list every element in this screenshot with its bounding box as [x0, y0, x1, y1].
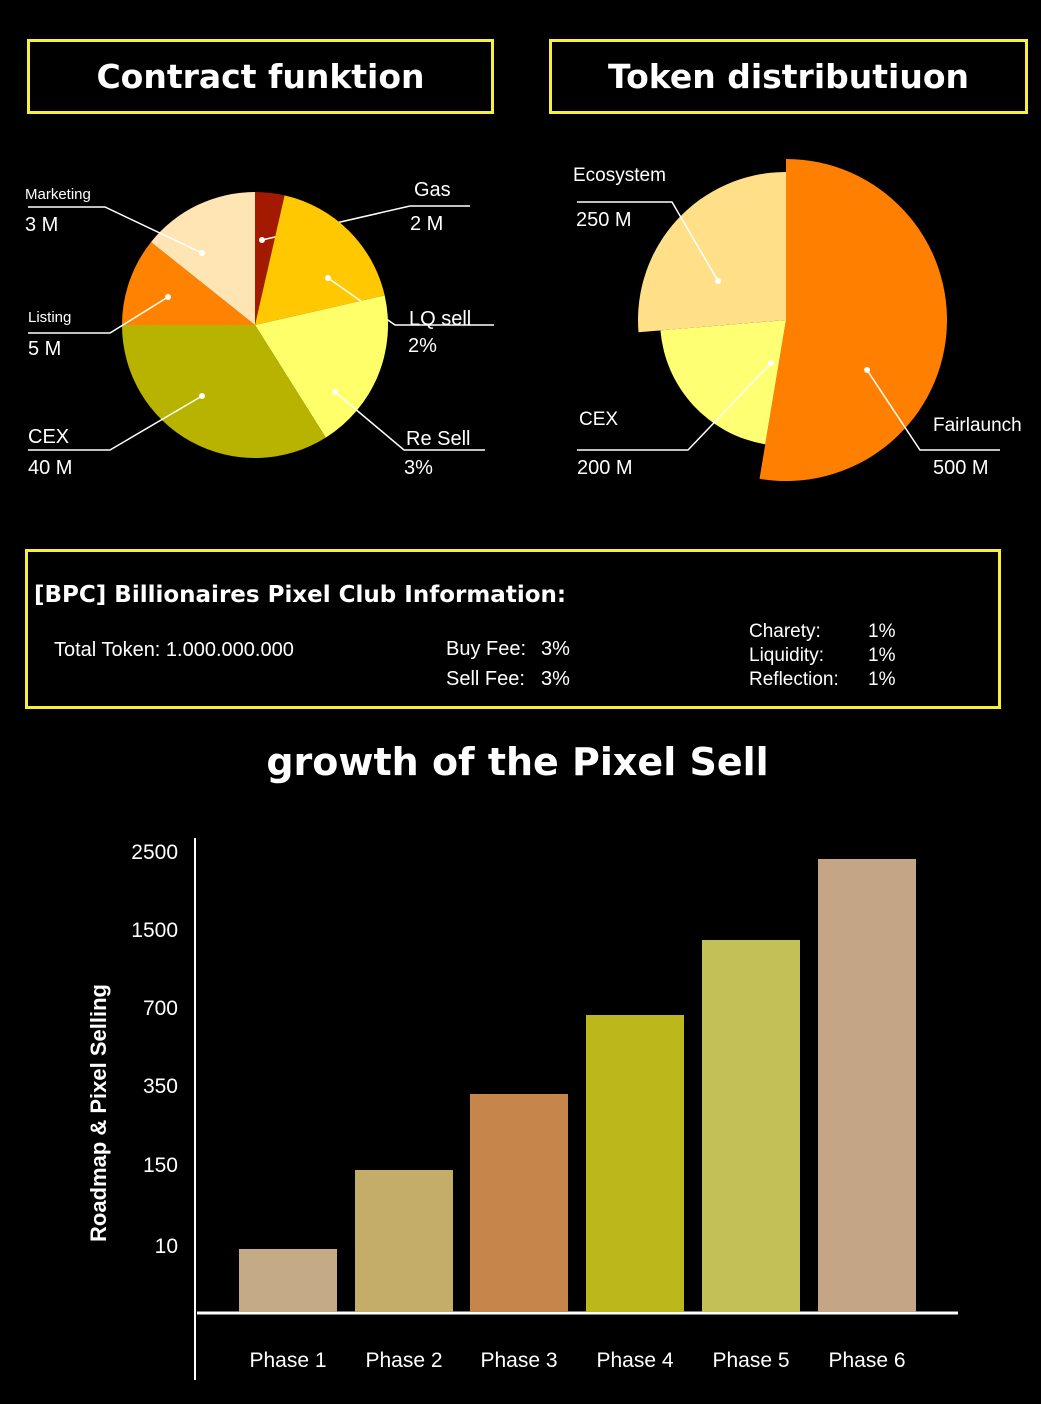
x-tick-label-phase-1: Phase 1	[249, 1349, 326, 1372]
pie1-leader-re-sell	[334, 391, 485, 451]
pie2-slice-cex	[660, 320, 786, 445]
pie1-value-gas: 2 M	[410, 213, 443, 235]
info-title: [BPC] Billionaires Pixel Club Informatio…	[34, 582, 567, 608]
pie2-label-cex: CEX	[579, 409, 618, 430]
liquidity-value: 1%	[868, 645, 896, 666]
x-tick-label-phase-3: Phase 3	[480, 1349, 557, 1372]
pie1-label-re-sell: Re Sell	[406, 428, 470, 450]
y-tick-label: 1500	[131, 919, 178, 942]
y-tick-label: 150	[143, 1154, 178, 1177]
pie1-leader-marketing	[28, 206, 203, 254]
contract-function-header: Contract funktion	[27, 39, 494, 114]
y-axis-label: Roadmap & Pixel Selling	[86, 984, 111, 1242]
pie1-label-lq-sell: LQ sell	[409, 308, 471, 330]
pie2-leader-cex	[577, 362, 772, 451]
x-tick-label-phase-5: Phase 5	[712, 1349, 789, 1372]
pie1-leader-listing	[28, 296, 169, 334]
total-token: Total Token: 1.000.000.000	[54, 639, 294, 661]
x-tick-label-phase-2: Phase 2	[365, 1349, 442, 1372]
pie1-leader-lq-sell	[327, 277, 494, 326]
pie1-value-cex: 40 M	[28, 457, 72, 479]
pie1-dot-listing	[165, 294, 171, 300]
growth-chart-title: growth of the Pixel Sell	[266, 740, 769, 784]
pie1-dot-gas	[259, 237, 265, 243]
pie1-dot-re-sell	[332, 389, 338, 395]
contract-function-title: Contract funktion	[96, 57, 425, 96]
bar-phase-6	[818, 859, 916, 1312]
pie1-label-marketing: Marketing	[25, 186, 91, 203]
pie2-value-fairlaunch: 500 M	[933, 457, 989, 479]
info-box: [BPC] Billionaires Pixel Club Informatio…	[25, 549, 1001, 709]
pie2-label-fairlaunch: Fairlaunch	[933, 415, 1022, 436]
buy-fee-value: 3%	[541, 638, 570, 660]
pie2-label-ecosystem: Ecosystem	[573, 165, 666, 186]
pie1-dot-cex	[199, 393, 205, 399]
y-tick-label: 700	[143, 997, 178, 1020]
liquidity-label: Liquidity:	[749, 645, 824, 666]
pie1-dot-marketing	[199, 250, 205, 256]
pie1-value-lq-sell: 2%	[408, 335, 437, 357]
y-tick-label: 2500	[131, 841, 178, 864]
pie1-slice-lq-sell	[255, 195, 385, 325]
reflection-value: 1%	[868, 669, 896, 690]
token-distribution-title: Token distributiuon	[607, 57, 970, 96]
x-tick-label-phase-6: Phase 6	[828, 1349, 905, 1372]
bar-phase-1	[239, 1249, 337, 1312]
pie2-value-ecosystem: 250 M	[576, 209, 632, 231]
pie2-dot-cex	[768, 360, 774, 366]
y-tick-label: 10	[155, 1235, 178, 1258]
sell-fee-value: 3%	[541, 668, 570, 690]
bar-phase-5	[702, 940, 800, 1312]
bar-phase-2	[355, 1170, 453, 1312]
x-tick-label-phase-4: Phase 4	[596, 1349, 673, 1372]
bar-phase-4	[586, 1015, 684, 1312]
pie2-leader-ecosystem	[577, 201, 719, 282]
pie1-label-listing: Listing	[28, 309, 71, 326]
y-tick-label: 350	[143, 1075, 178, 1098]
pie2-dot-ecosystem	[715, 278, 721, 284]
pie1-value-marketing: 3 M	[25, 214, 58, 236]
pie1-slice-gas	[255, 192, 285, 325]
charity-value: 1%	[868, 621, 896, 642]
pie2-slice-fairlaunch	[759, 159, 947, 481]
token-distribution-header: Token distributiuon	[549, 39, 1028, 114]
pie1-slice-re-sell	[255, 295, 388, 438]
pie1-leader-cex	[28, 395, 203, 451]
pie2-dot-fairlaunch	[864, 367, 870, 373]
pie1-value-re-sell: 3%	[404, 457, 433, 479]
pie2-value-cex: 200 M	[577, 457, 633, 479]
pie1-slice-cex	[122, 325, 326, 458]
charity-label: Charety:	[749, 621, 821, 642]
sell-fee-label: Sell Fee:	[446, 668, 525, 690]
pie1-label-cex: CEX	[28, 426, 69, 448]
buy-fee-label: Buy Fee:	[446, 638, 527, 660]
pie1-dot-lq-sell	[325, 275, 331, 281]
reflection-label: Reflection:	[749, 669, 839, 690]
bar-phase-3	[470, 1094, 568, 1312]
pie1-value-listing: 5 M	[28, 338, 61, 360]
pie1-slice-marketing	[151, 192, 255, 325]
pie2-leader-fairlaunch	[866, 369, 1000, 451]
pie2-slice-ecosystem	[638, 172, 786, 333]
pie1-label-gas: Gas	[414, 179, 451, 201]
